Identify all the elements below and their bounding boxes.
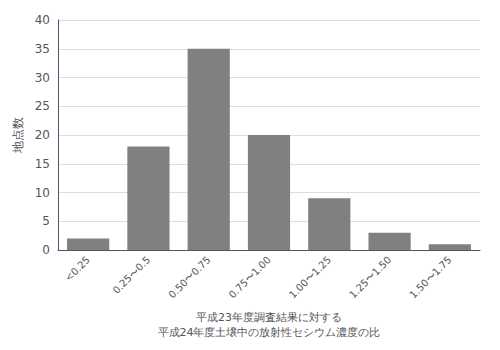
svg-text:平成24年度土壌中の放射性セシウム濃度の比: 平成24年度土壌中の放射性セシウム濃度の比 — [158, 326, 381, 339]
svg-text:1.25〜1.50: 1.25〜1.50 — [347, 254, 393, 300]
svg-text:0.25〜0.5: 0.25〜0.5 — [111, 254, 153, 296]
svg-text:35: 35 — [35, 42, 50, 56]
svg-text:地点数: 地点数 — [11, 117, 25, 154]
svg-text:1.00〜1.25: 1.00〜1.25 — [287, 254, 333, 300]
svg-text:20: 20 — [35, 128, 50, 142]
svg-text:0.75〜1.00: 0.75〜1.00 — [227, 254, 273, 300]
svg-text:40: 40 — [35, 13, 50, 27]
svg-text:0: 0 — [42, 243, 50, 257]
svg-text:10: 10 — [35, 186, 50, 200]
svg-text:25: 25 — [35, 99, 50, 113]
svg-text:平成23年度調査結果に対する: 平成23年度調査結果に対する — [196, 311, 342, 324]
svg-text:<0.25: <0.25 — [63, 254, 92, 283]
svg-text:0.50〜0.75: 0.50〜0.75 — [166, 254, 212, 300]
svg-text:5: 5 — [42, 214, 50, 228]
svg-text:30: 30 — [35, 71, 50, 85]
svg-text:15: 15 — [35, 157, 50, 171]
svg-text:1.50〜1.75: 1.50〜1.75 — [407, 254, 453, 300]
